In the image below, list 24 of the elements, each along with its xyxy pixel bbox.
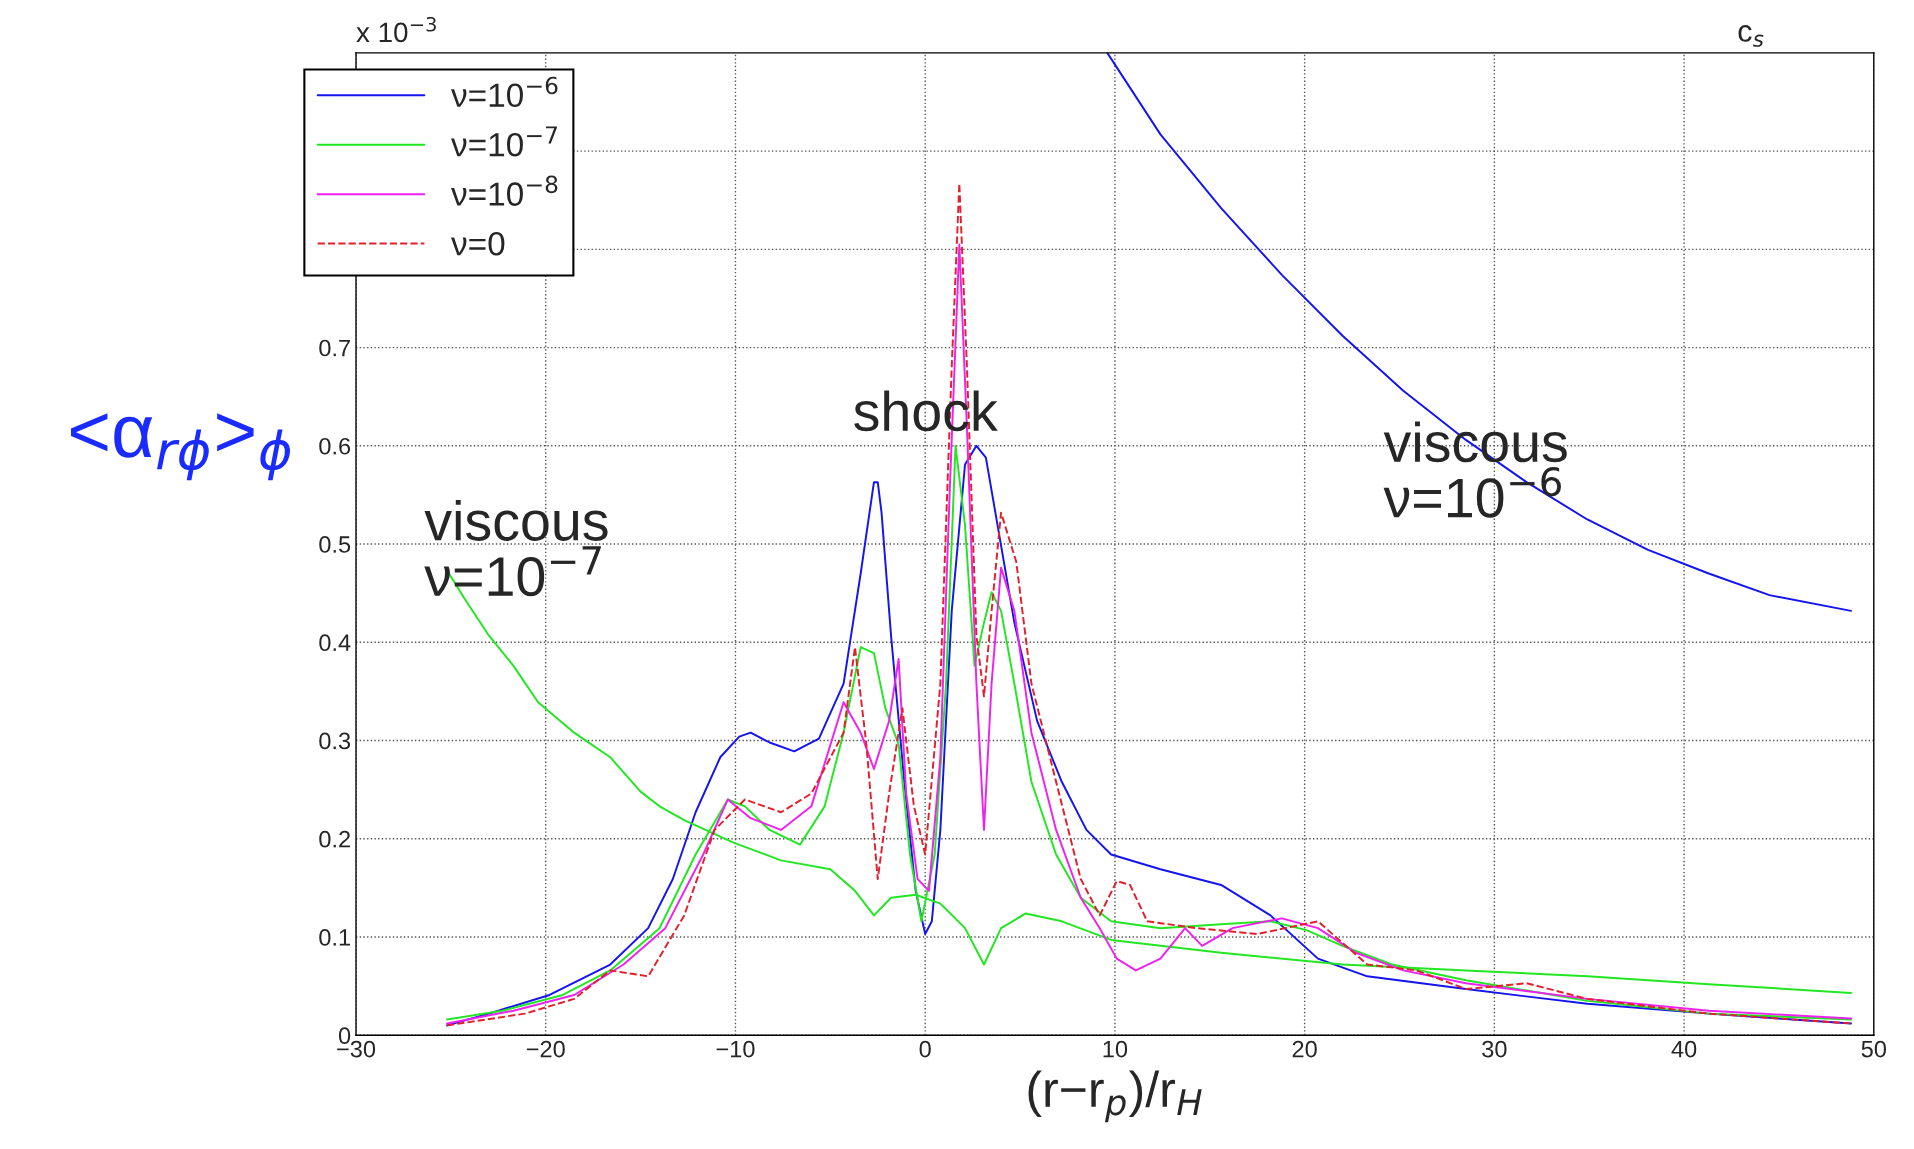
text: c$_{s}$	[1738, 25, 1764, 47]
legend-label: ν=0	[451, 231, 505, 256]
legend-label: ν=10$^{−7}$	[451, 126, 557, 157]
x-tick-label: 20	[1292, 1040, 1317, 1058]
x-tick-label: −20	[526, 1040, 565, 1058]
x-tick-label: 0	[919, 1040, 931, 1058]
x-tick-label: 50	[1861, 1040, 1887, 1058]
y-tick-label: 0.1	[319, 929, 350, 946]
line-series	[1106, 52, 1853, 612]
y-tick-label: 0.7	[319, 339, 350, 357]
y-tick-label: 0.3	[319, 732, 351, 750]
legend-label: ν=10$^{−6}$	[451, 76, 558, 108]
y-tick-label: 0.6	[319, 437, 351, 455]
y-tick-label: 0.2	[319, 830, 350, 848]
x-tick-label: 30	[1482, 1040, 1507, 1058]
text: x 10$^{−3}$	[356, 16, 436, 43]
x-tick-label: −10	[716, 1040, 755, 1058]
y-tick-label: 0.4	[319, 634, 351, 652]
legend-label: ν=10$^{−8}$	[451, 175, 558, 206]
y-tick-label: 0.5	[319, 536, 351, 553]
x-tick-label: 10	[1103, 1040, 1128, 1058]
y-axis-title: <α$_{rϕ}$>$_{ϕ}$	[71, 413, 290, 481]
x-tick-label: 40	[1671, 1040, 1697, 1058]
x-axis-title: (r−r$_{p}$)/r$_{H}$	[1028, 1070, 1202, 1123]
